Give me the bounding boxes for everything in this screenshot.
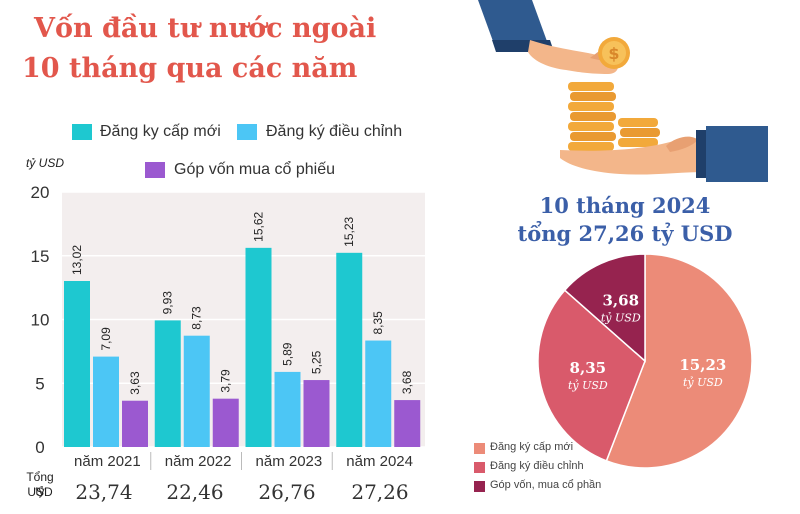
hand-bottom-icon [560,136,706,175]
pie-legend-label-shares: Góp vốn, mua cổ phần [490,479,602,491]
total-2022: 22,46 [166,480,224,504]
x-category-label: năm 2024 [346,453,413,470]
total-2023: 26,76 [258,480,316,504]
svg-text:$: $ [608,44,619,63]
x-category-label: năm 2021 [74,453,141,470]
pie-legend-swatch-new [474,443,485,454]
bar [245,247,272,447]
total-2021: 23,74 [75,480,133,504]
legend-swatch-adjust [237,124,257,140]
bar-value-label: 7,09 [99,327,113,351]
x-category-label: năm 2023 [256,453,323,470]
pie-legend-swatch-adjust [474,462,485,473]
bar-value-label: 13,02 [70,245,84,275]
coin-stack-right-icon [618,118,660,147]
bar-value-label: 15,62 [252,211,266,241]
bar [183,335,210,447]
y-tick-label: 5 [35,374,44,393]
y-tick-label: 0 [35,438,44,457]
bar-value-label: 8,73 [190,306,204,330]
bar-value-label: 3,63 [128,371,142,395]
y-tick-label: 20 [31,183,50,202]
bar [303,380,330,447]
bar [212,398,239,447]
bar-value-label: 5,89 [281,342,295,366]
hands-coins-illustration: $ [478,0,768,182]
total-2024: 27,26 [351,480,409,504]
bar-value-label: 5,25 [310,350,324,374]
total-label-1: Tổng tỷ [26,470,54,498]
bar [154,320,181,447]
coin-stack-left-icon [568,82,616,151]
pie-slice [605,253,753,469]
pie-chart: 15,23 tỷ USD 8,35 tỷ USD 3,68 tỷ USD [537,253,753,469]
pie-unit-label: tỷ USD [601,311,641,324]
legend-label-adjust: Đăng ký điều chỉnh [266,123,403,140]
falling-coin-icon: $ [598,37,630,69]
bar-chart: 0 5 10 15 20 tỷ USD 13,02 7,09 3,63 năm 2021 9,93 8… [26,156,425,470]
legend-label-new: Đăng ky cấp mới [100,123,221,140]
pie-unit-label: tỷ USD [683,376,723,389]
pie-title-line-2: tổng 27,26 tỷ USD [517,221,733,246]
bar-value-label: 3,79 [219,369,233,393]
bar-value-label: 15,23 [342,216,356,246]
y-tick-label: 10 [31,311,50,330]
bar [122,400,148,447]
title-line-1: Vốn đầu tư nước ngoài [34,13,377,44]
x-category-label: năm 2022 [165,453,232,470]
bar [274,371,301,447]
pie-unit-label: tỷ USD [568,379,608,392]
legend-swatch-shares [145,162,165,178]
y-tick-label: 15 [31,247,50,266]
pie-value-label: 15,23 [679,356,726,374]
pie-legend-label-adjust: Đăng ký điều chỉnh [490,460,584,472]
pie-legend-label-new: Đăng ký cấp mới [490,441,574,453]
bar [64,280,90,447]
pie-slice [563,253,646,363]
bar-value-label: 9,93 [161,291,175,315]
bar [336,252,363,447]
pie-value-label: 8,35 [570,359,607,377]
title-line-2: 10 tháng qua các năm [22,53,358,84]
bar [394,400,421,447]
legend-swatch-new [72,124,92,140]
pie-value-label: 3,68 [603,291,640,309]
pie-slice [537,289,646,462]
bar-value-label: 3,68 [400,370,414,394]
bar [365,340,392,447]
pie-legend-swatch-shares [474,481,485,492]
legend-label-shares: Góp vốn mua cổ phiếu [174,161,335,178]
total-label-2: USD [27,485,53,499]
y-axis-label: tỷ USD [26,156,64,170]
pie-title-line-1: 10 tháng 2024 [539,193,711,218]
sleeve-bottom-icon [696,126,768,182]
bar-value-label: 8,35 [371,311,385,335]
bar [93,356,119,447]
